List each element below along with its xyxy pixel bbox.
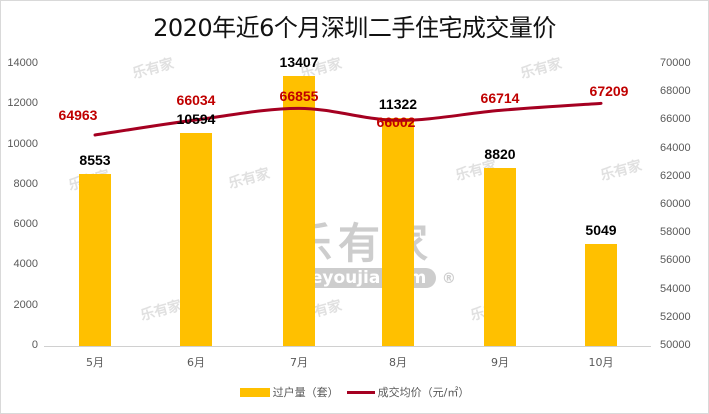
- legend: 过户量（套） 成交均价（元/㎡）: [0, 384, 709, 400]
- legend-bar-swatch: [239, 387, 270, 397]
- right-axis-tick: 56000: [660, 254, 691, 267]
- legend-bar-label: 过户量（套）: [272, 386, 339, 399]
- price-value-label: 67209: [589, 83, 629, 100]
- bar-value-label: 13407: [279, 53, 319, 70]
- price-value-label: 66002: [376, 114, 416, 131]
- right-axis-tick: 64000: [660, 141, 691, 154]
- bar-value-label: 8553: [79, 151, 111, 168]
- right-axis-tick: 54000: [660, 282, 691, 295]
- left-axis-tick: 10000: [7, 137, 38, 150]
- bar-value-label: 11322: [378, 95, 418, 112]
- right-axis-tick: 58000: [660, 226, 691, 239]
- right-axis-tick: 62000: [660, 169, 691, 182]
- right-axis-tick: 70000: [660, 57, 691, 69]
- x-axis-category: 6月: [187, 356, 205, 369]
- right-axis-tick: 66000: [660, 113, 691, 126]
- bar-value-label: 10594: [176, 110, 216, 127]
- x-axis-category: 8月: [389, 356, 407, 369]
- price-value-label: 66714: [480, 90, 520, 107]
- price-value-label: 66034: [176, 91, 216, 108]
- bar-value-label: 5049: [585, 222, 617, 239]
- left-axis-tick: 8000: [13, 177, 38, 190]
- bar-9月: [484, 168, 516, 346]
- x-axis-category: 7月: [290, 356, 308, 369]
- bar-7月: [283, 75, 315, 346]
- right-axis-tick: 60000: [660, 198, 691, 210]
- right-axis-tick: 52000: [660, 310, 691, 323]
- left-axis-tick: 0: [31, 339, 38, 351]
- bar-10月: [585, 244, 617, 346]
- legend-line-swatch: [346, 390, 375, 394]
- price-value-label: 66855: [279, 88, 319, 105]
- chart-title: 2020年近6个月深圳二手住宅成交量价: [153, 14, 556, 42]
- right-axis-tick: 68000: [660, 85, 691, 98]
- x-axis-line: [44, 346, 651, 347]
- left-axis-tick: 2000: [13, 298, 38, 311]
- legend-line-label: 成交均价（元/㎡）: [377, 386, 470, 399]
- left-axis-tick: 12000: [7, 97, 38, 110]
- left-axis-tick: 6000: [13, 218, 38, 231]
- left-axis-tick: 14000: [7, 57, 38, 69]
- right-axis-tick: 50000: [660, 339, 691, 351]
- x-axis-category: 9月: [491, 356, 509, 369]
- left-axis-tick: 4000: [13, 258, 38, 271]
- bar-value-label: 8820: [484, 146, 516, 163]
- x-axis-category: 10月: [588, 356, 614, 369]
- x-axis-category: 5月: [86, 356, 104, 369]
- price-value-label: 64963: [58, 107, 98, 124]
- bar-6月: [180, 132, 212, 346]
- bar-5月: [79, 173, 111, 346]
- bar-8月: [382, 117, 414, 346]
